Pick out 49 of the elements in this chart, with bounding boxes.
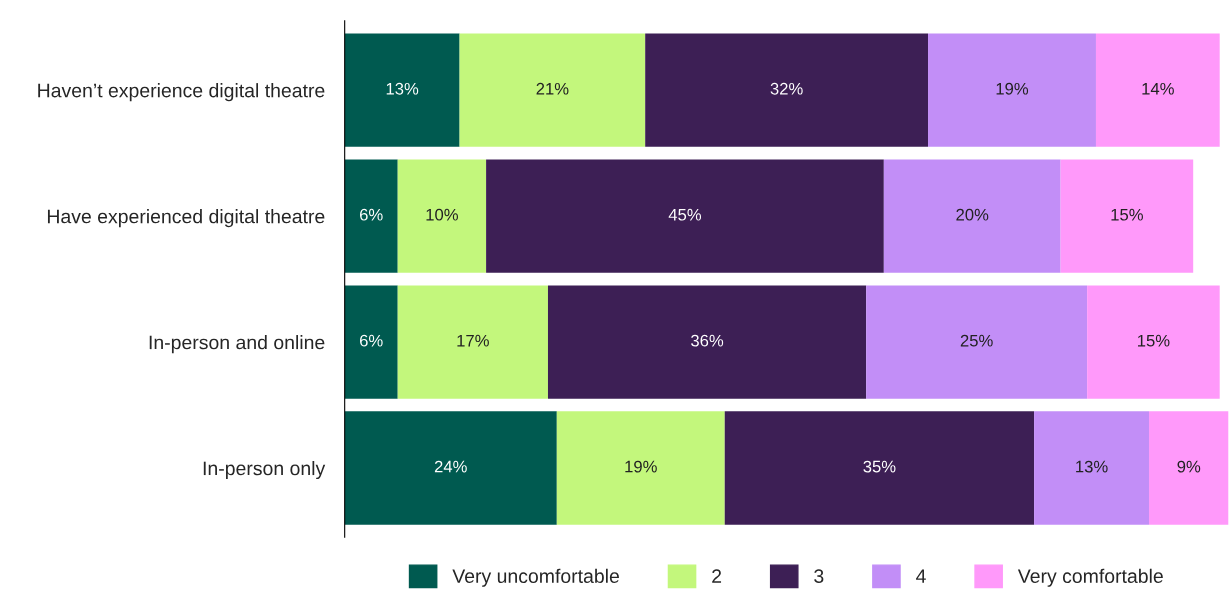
bar	[344, 411, 557, 525]
data-label: 14%	[1142, 82, 1174, 95]
bar	[486, 159, 884, 273]
data-label: 13%	[1076, 460, 1108, 473]
y-tick-label: Haven’t experience digital theatre	[38, 83, 325, 102]
y-tick-label: Have experienced digital theatre	[47, 209, 325, 228]
bar	[883, 159, 1061, 273]
bar	[344, 33, 460, 147]
data-label: 21%	[536, 82, 569, 95]
bar	[724, 411, 1035, 525]
legend-label: Very uncomfortable	[452, 568, 619, 587]
y-tick-label: In-person only	[203, 460, 326, 480]
bar	[645, 33, 929, 147]
data-label: 13%	[386, 82, 419, 95]
data-label: 6%	[360, 334, 383, 347]
data-label: 19%	[996, 82, 1029, 95]
data-label: 10%	[426, 208, 458, 221]
data-label: 25%	[960, 334, 993, 347]
data-label: 35%	[863, 460, 896, 473]
data-label: 36%	[691, 334, 724, 347]
bar	[344, 159, 398, 273]
data-label: 20%	[956, 208, 989, 221]
data-label: 15%	[1138, 334, 1170, 347]
bar	[547, 285, 867, 399]
data-label: 17%	[457, 334, 489, 347]
bar	[866, 285, 1088, 399]
bar	[397, 285, 548, 399]
data-label: 6%	[360, 208, 383, 221]
data-label: 24%	[434, 460, 467, 473]
data-label: 45%	[668, 208, 702, 221]
bar	[928, 33, 1096, 147]
legend-label: 4	[916, 569, 926, 583]
bar	[1034, 411, 1149, 525]
bar	[1087, 285, 1220, 399]
bar	[1148, 411, 1229, 525]
bar	[556, 411, 725, 525]
bar	[344, 285, 398, 399]
legend-label: Very comfortable	[1017, 568, 1163, 587]
bar	[1095, 33, 1220, 147]
legend-label: 2	[712, 569, 722, 583]
bar	[459, 33, 646, 147]
data-label: 9%	[1177, 460, 1201, 473]
legend-label: 3	[814, 569, 824, 584]
bar	[1060, 159, 1194, 273]
data-label: 19%	[625, 460, 657, 473]
data-label: 32%	[770, 82, 803, 95]
data-label: 15%	[1111, 208, 1143, 221]
y-tick-label: In-person and online	[149, 335, 325, 354]
bar	[397, 159, 487, 273]
